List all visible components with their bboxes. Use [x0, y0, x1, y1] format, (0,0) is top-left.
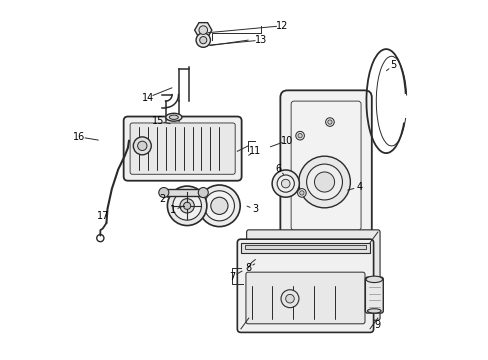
Circle shape: [299, 191, 304, 195]
Circle shape: [199, 37, 206, 44]
Text: 2: 2: [159, 194, 165, 204]
Circle shape: [180, 199, 194, 213]
Circle shape: [137, 141, 147, 150]
Circle shape: [297, 189, 305, 197]
Circle shape: [196, 33, 210, 47]
Circle shape: [183, 202, 190, 210]
Circle shape: [172, 192, 201, 220]
Bar: [163, 189, 203, 196]
Circle shape: [167, 186, 206, 226]
FancyBboxPatch shape: [130, 123, 235, 174]
Circle shape: [133, 137, 151, 155]
Text: 16: 16: [73, 132, 85, 142]
Circle shape: [198, 188, 208, 198]
Circle shape: [199, 26, 207, 35]
Text: 17: 17: [97, 211, 109, 221]
Text: 5: 5: [389, 60, 396, 70]
Text: 1: 1: [169, 206, 176, 216]
Ellipse shape: [169, 115, 178, 120]
Ellipse shape: [367, 309, 380, 313]
Circle shape: [314, 172, 334, 192]
FancyBboxPatch shape: [245, 272, 364, 324]
Text: 14: 14: [141, 93, 154, 103]
Text: 9: 9: [373, 320, 380, 330]
Circle shape: [281, 179, 289, 188]
Circle shape: [297, 134, 302, 138]
FancyBboxPatch shape: [365, 277, 383, 313]
Circle shape: [306, 164, 342, 200]
Bar: [241, 243, 369, 253]
Text: 13: 13: [254, 35, 266, 45]
Text: 12: 12: [275, 21, 288, 31]
Circle shape: [271, 170, 299, 197]
Ellipse shape: [165, 113, 182, 121]
Text: 11: 11: [248, 146, 261, 156]
Text: 6: 6: [275, 164, 281, 174]
Circle shape: [281, 290, 298, 308]
Text: 15: 15: [152, 116, 164, 126]
Bar: [244, 245, 365, 249]
FancyBboxPatch shape: [123, 117, 241, 181]
FancyBboxPatch shape: [246, 230, 379, 320]
Circle shape: [198, 185, 240, 226]
Circle shape: [159, 188, 168, 198]
Circle shape: [204, 191, 234, 221]
Circle shape: [277, 175, 294, 192]
FancyBboxPatch shape: [280, 90, 371, 241]
Text: 4: 4: [355, 182, 362, 192]
Circle shape: [210, 197, 227, 215]
Text: 10: 10: [281, 136, 293, 145]
Circle shape: [327, 120, 331, 124]
Ellipse shape: [366, 276, 382, 283]
Circle shape: [285, 294, 294, 303]
Text: 7: 7: [228, 272, 235, 282]
Circle shape: [325, 118, 334, 126]
Circle shape: [295, 131, 304, 140]
Text: 3: 3: [252, 204, 258, 215]
Circle shape: [298, 156, 349, 208]
Text: 8: 8: [244, 263, 251, 273]
FancyBboxPatch shape: [237, 239, 373, 332]
